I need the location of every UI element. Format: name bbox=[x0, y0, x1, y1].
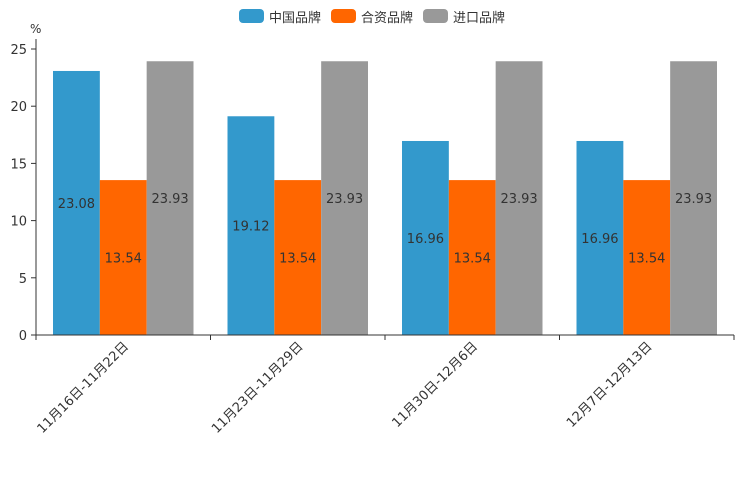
y-tick-label: 20 bbox=[10, 100, 27, 115]
bar bbox=[274, 180, 322, 335]
bar-value-label: 19.12 bbox=[232, 220, 269, 235]
bar-value-label: 23.93 bbox=[500, 192, 537, 207]
y-tick-label: 5 bbox=[19, 272, 27, 287]
bar-value-label: 16.96 bbox=[581, 232, 618, 247]
x-tick-label: 11月30日-12月6日 bbox=[389, 339, 481, 431]
legend-swatch-joint-venture-brand bbox=[330, 9, 356, 23]
bar bbox=[53, 70, 100, 336]
y-tick-label: 10 bbox=[10, 215, 27, 230]
bar-value-label: 16.96 bbox=[407, 232, 444, 247]
bar-value-label: 13.54 bbox=[105, 252, 142, 267]
legend: 中国品牌 合资品牌 进口品牌 bbox=[0, 6, 744, 26]
legend-swatch-imported-brand bbox=[423, 9, 448, 23]
bar bbox=[99, 180, 147, 335]
bar bbox=[227, 116, 275, 335]
bar bbox=[623, 180, 671, 335]
legend-label-imported-brand: 进口品牌 bbox=[453, 10, 506, 26]
x-tick-label: 11月16日-11月22日 bbox=[35, 339, 132, 436]
bar bbox=[576, 140, 624, 335]
bar bbox=[448, 180, 496, 335]
legend-item-china-brand[interactable]: 中国品牌 bbox=[238, 6, 321, 26]
legend-swatch-china-brand bbox=[238, 9, 264, 23]
bar-value-label: 13.54 bbox=[454, 252, 491, 267]
x-tick-label: 11月23日-11月29日 bbox=[209, 339, 306, 436]
bar-value-label: 23.08 bbox=[58, 197, 95, 212]
bar-value-label: 23.93 bbox=[326, 192, 363, 207]
bar-value-label: 23.93 bbox=[675, 192, 712, 207]
bar bbox=[495, 61, 543, 336]
y-axis-unit-label: % bbox=[30, 22, 42, 36]
x-tick-label: 12月7日-12月13日 bbox=[564, 339, 656, 431]
y-tick-label: 0 bbox=[19, 329, 27, 344]
bar bbox=[402, 140, 449, 335]
bar-value-label: 23.93 bbox=[151, 192, 188, 207]
y-tick-label: 25 bbox=[10, 43, 27, 58]
bar bbox=[321, 61, 368, 336]
bar bbox=[146, 61, 194, 336]
bar bbox=[670, 61, 717, 336]
legend-item-imported-brand[interactable]: 进口品牌 bbox=[423, 6, 505, 26]
legend-label-joint-venture-brand: 合资品牌 bbox=[360, 10, 413, 26]
y-tick-label: 15 bbox=[10, 157, 27, 172]
bar-value-label: 13.54 bbox=[628, 252, 665, 267]
bar-value-label: 13.54 bbox=[279, 252, 316, 267]
legend-item-joint-venture-brand[interactable]: 合资品牌 bbox=[330, 6, 413, 26]
legend-label-china-brand: 中国品牌 bbox=[268, 10, 321, 26]
